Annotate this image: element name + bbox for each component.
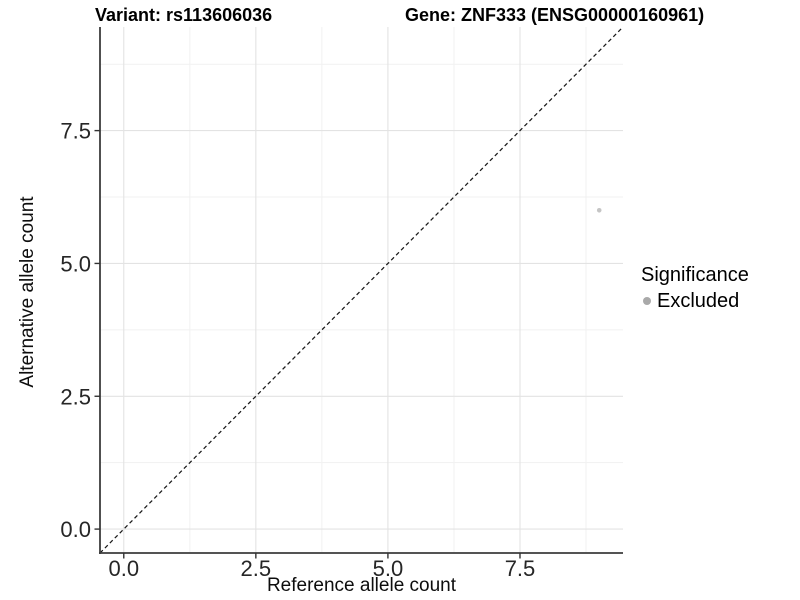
legend-item-label: Excluded [657,290,740,312]
plot-title-variant: Variant: rs113606036 [95,5,273,25]
y-tick-label: 2.5 [60,384,91,409]
data-point [596,208,602,213]
y-tick-label: 0.0 [60,517,91,542]
legend-title: Significance [641,264,749,286]
x-tick-label: 7.5 [505,556,536,581]
x-tick-label: 2.5 [241,556,272,581]
y-tick-label: 5.0 [60,251,91,276]
x-axis-title: Reference allele count [266,575,457,596]
legend-point-swatch [643,297,651,305]
y-tick-label: 7.5 [60,119,91,144]
identity-dashed-line [99,26,624,554]
plot-title-gene: Gene: ZNF333 (ENSG00000160961) [405,5,705,25]
y-axis-title: Alternative allele count [17,196,38,388]
legend: Significance Excluded [641,262,749,312]
legend-item-excluded: Excluded [641,290,749,312]
x-tick-label: 0.0 [108,556,139,581]
x-tick-label: 5.0 [373,556,404,581]
